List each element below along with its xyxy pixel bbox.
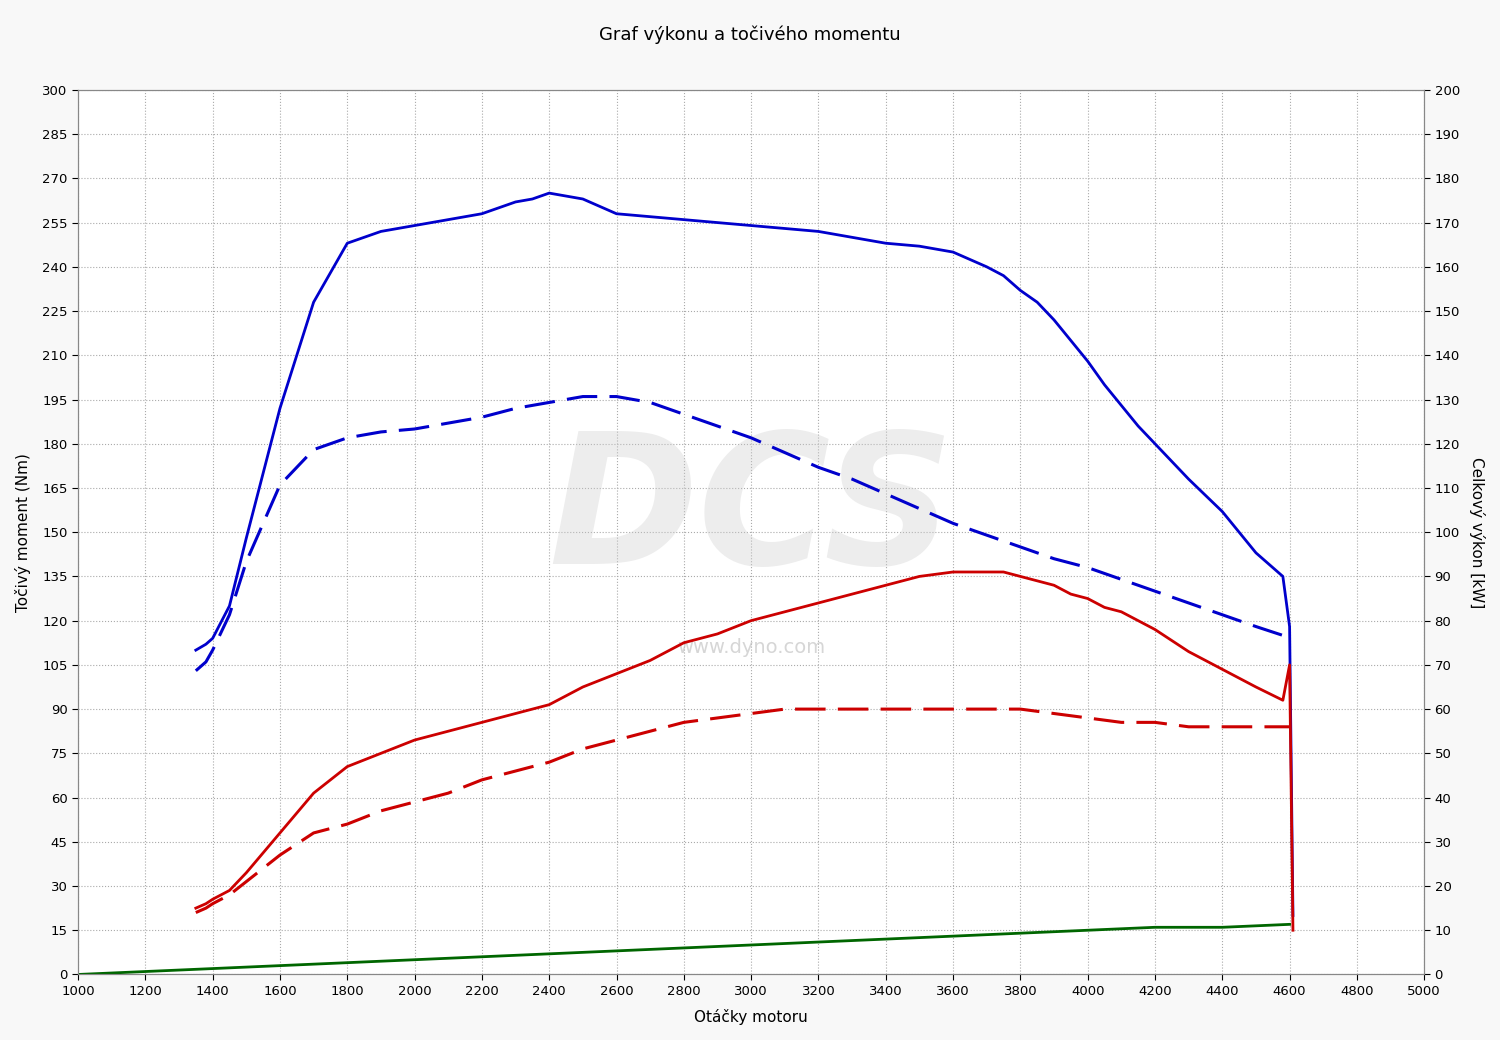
Text: DCS: DCS: [548, 426, 954, 602]
Text: www.dyno.com: www.dyno.com: [676, 638, 825, 656]
Y-axis label: Točivý moment (Nm): Točivý moment (Nm): [15, 452, 32, 612]
Text: Graf výkonu a točivého momentu: Graf výkonu a točivého momentu: [598, 26, 902, 45]
Y-axis label: Celkový výkon [kW]: Celkový výkon [kW]: [1468, 457, 1485, 607]
X-axis label: Otáčky motoru: Otáčky motoru: [694, 1009, 808, 1025]
